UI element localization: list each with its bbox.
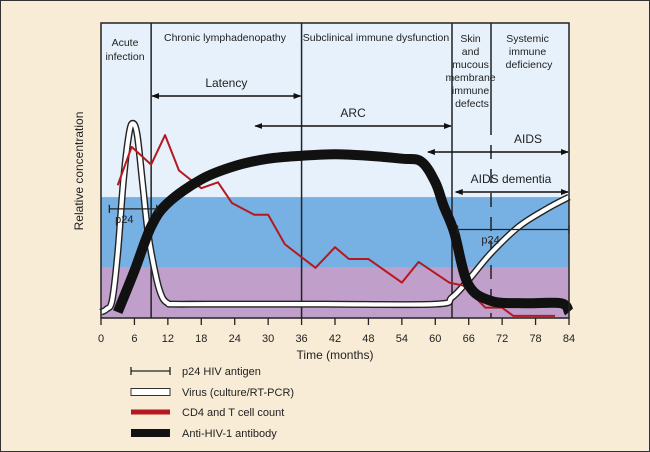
x-tick-label: 54 (396, 333, 408, 345)
legend-item: Virus (culture/RT-PCR) (130, 387, 294, 399)
legend-item: Anti-HIV-1 antibody (131, 428, 277, 440)
x-tick-label: 12 (162, 333, 174, 345)
antibody-line (113, 149, 574, 316)
series (99, 119, 574, 317)
band-mid (101, 197, 569, 268)
legend-label: Virus (culture/RT-PCR) (182, 387, 294, 399)
phase-skin: Skin and mucous membrane immune defects (445, 33, 498, 110)
x-tick-label: 66 (463, 333, 475, 345)
legend-item: p24 HIV antigen (130, 366, 261, 378)
arrow-label: ARC (340, 106, 366, 120)
x-tick-label: 48 (362, 333, 374, 345)
phase-acute: Acute infection (105, 37, 144, 63)
arrow-label: AIDS dementia (471, 172, 552, 186)
x-tick-label: 6 (131, 333, 137, 345)
background-bands (101, 23, 569, 318)
x-tick-label: 0 (98, 333, 104, 345)
legend: p24 HIV antigen Virus (culture/RT-PCR) CD4… (130, 366, 294, 440)
virus-line (100, 121, 570, 315)
legend-label: Anti-HIV-1 antibody (182, 428, 277, 440)
cd4-line-icon (131, 409, 170, 415)
x-tick-label: 30 (262, 333, 274, 345)
arrow-label: Latency (205, 76, 247, 90)
x-tick-label: 24 (229, 333, 241, 345)
phase-headers: Acute infection Chronic lymphadenopathy S… (105, 32, 553, 110)
p24-label: p24 (481, 235, 499, 247)
x-axis-label: Time (months) (297, 348, 374, 362)
legend-item: CD4 and T cell count (131, 407, 284, 419)
band-top (101, 23, 569, 198)
x-tick-label: 42 (329, 333, 341, 345)
p24-intervals: p24 p24 (108, 204, 570, 247)
phase-systemic: Systemic immune deficiency (506, 33, 553, 71)
x-axis: 0 6 12 18 24 30 36 42 48 54 60 66 72 78 84 (98, 318, 575, 345)
antibody-line-icon (131, 429, 170, 437)
phase-chronic: Chronic lymphadenopathy (164, 32, 287, 44)
period-arrows: Latency ARC AIDS AIDS dementia (151, 76, 569, 195)
x-tick-label: 84 (563, 333, 575, 345)
x-tick-label: 78 (529, 333, 541, 345)
x-tick-label: 72 (496, 333, 508, 345)
legend-label: CD4 and T cell count (182, 407, 284, 419)
band-low (101, 267, 569, 318)
legend-label: p24 HIV antigen (182, 366, 261, 378)
x-tick-label: 18 (195, 333, 207, 345)
p24-label: p24 (115, 214, 133, 226)
phase-subclinical: Subclinical immune dysfunction (303, 32, 450, 44)
x-tick-label: 60 (429, 333, 441, 345)
virus-line-icon (130, 388, 171, 396)
arrow-label: AIDS (514, 132, 542, 146)
y-axis-label: Relative concentration (72, 112, 86, 231)
x-tick-label: 36 (295, 333, 307, 345)
